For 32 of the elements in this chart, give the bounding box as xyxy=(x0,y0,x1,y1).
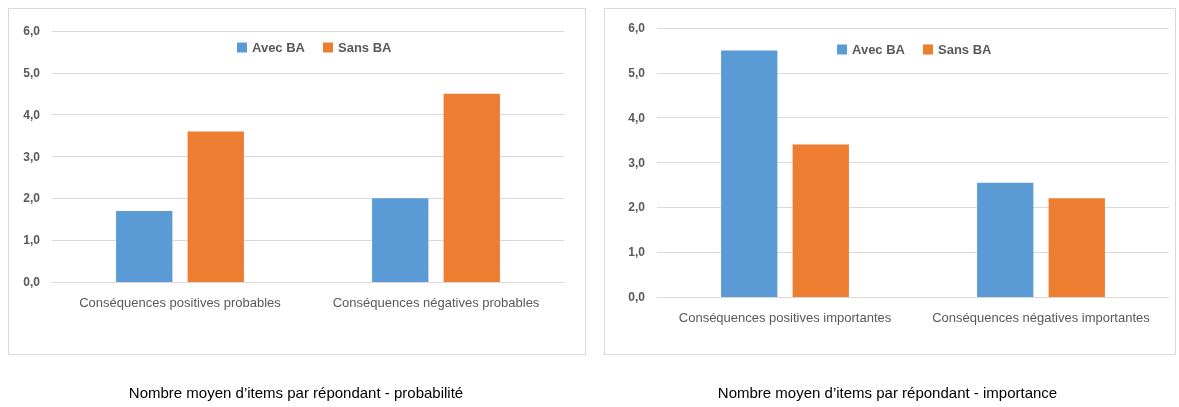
bar xyxy=(977,182,1034,297)
y-tick-label: 3,0 xyxy=(628,155,646,170)
x-tick-label: Conséquences négatives probables xyxy=(332,295,540,310)
y-tick-label: 6,0 xyxy=(23,24,41,38)
bar xyxy=(721,50,778,297)
y-tick-label: 4,0 xyxy=(23,107,41,122)
bar xyxy=(792,144,849,297)
y-tick-label: 6,0 xyxy=(628,21,646,35)
legend-label: Avec BA xyxy=(852,42,906,57)
y-tick-label: 2,0 xyxy=(23,191,41,206)
legend-label: Sans BA xyxy=(937,42,993,57)
y-tick-label: 0,0 xyxy=(23,275,41,289)
bar xyxy=(372,198,429,282)
text: Nombre moyen d’items par répondant - probabilité xyxy=(128,384,464,401)
x-tick-label: Conséquences positives probables xyxy=(79,295,282,310)
y-tick-label: 4,0 xyxy=(628,110,646,125)
y-tick-label: 5,0 xyxy=(628,65,646,80)
bar xyxy=(187,131,244,282)
bar xyxy=(443,93,500,282)
y-tick-label: 1,0 xyxy=(23,233,41,248)
y-tick-label: 3,0 xyxy=(23,149,41,164)
bar xyxy=(116,210,173,282)
legend-label: Sans BA xyxy=(337,40,393,55)
y-tick-label: 5,0 xyxy=(23,65,41,80)
y-tick-label: 0,0 xyxy=(628,290,646,304)
x-tick-label: Conséquences positives importantes xyxy=(678,310,892,325)
x-tick-label: Conséquences négatives importantes xyxy=(932,310,1151,325)
y-tick-label: 1,0 xyxy=(628,245,646,260)
bar xyxy=(1048,198,1105,297)
legend-label: Avec BA xyxy=(252,40,306,55)
text: Nombre moyen d’items par répondant - importance xyxy=(717,384,1058,401)
y-tick-label: 2,0 xyxy=(628,200,646,215)
